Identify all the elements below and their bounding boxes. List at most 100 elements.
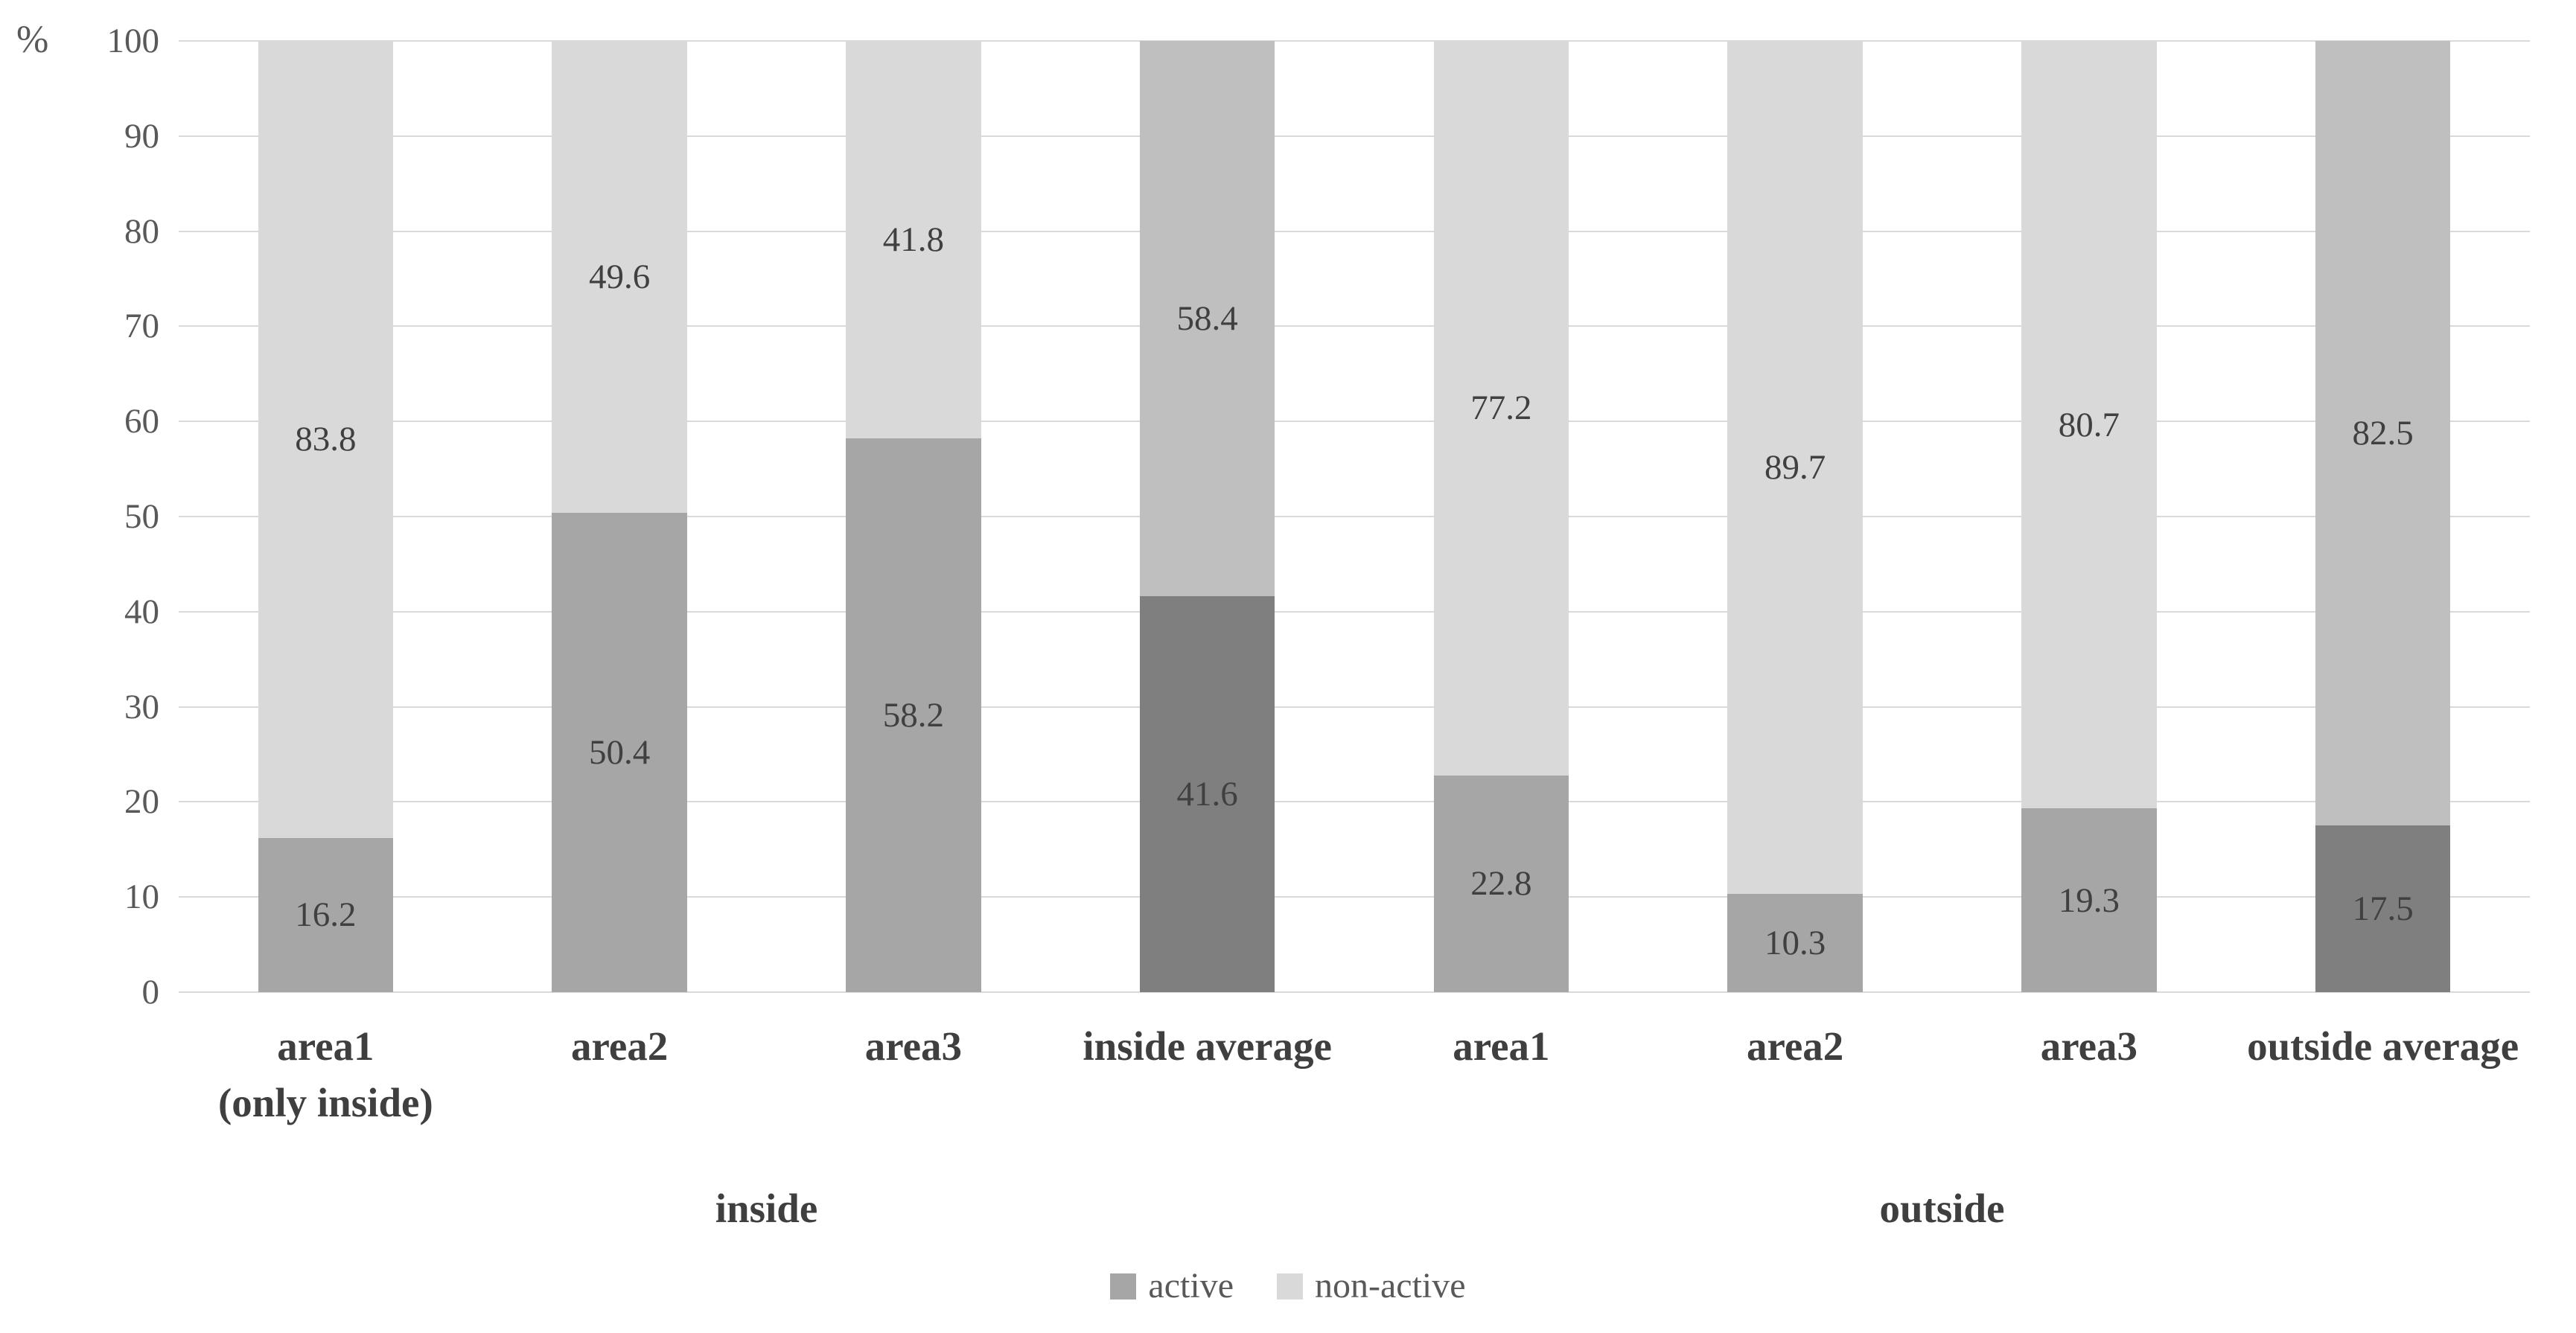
bar-segment-active: 16.2 (258, 837, 394, 992)
legend-swatch-non-active (1277, 1273, 1303, 1300)
y-axis-tick-label: 50 (124, 497, 159, 536)
legend-swatch-active (1110, 1273, 1137, 1300)
bar-slot: 10.3 89.7 (1648, 41, 1942, 992)
y-axis-unit-label: % (16, 19, 49, 61)
bar-slot: 16.2 83.8 (179, 41, 473, 992)
gridline (179, 610, 2530, 613)
segment-value-label: 17.5 (2352, 889, 2414, 929)
category-label-line: inside average (1083, 1023, 1332, 1069)
bar: 50.4 49.6 (552, 41, 687, 992)
legend-label: non-active (1315, 1266, 1466, 1305)
legend: active non-active (0, 1264, 2576, 1308)
category-label: inside average (1060, 1018, 1354, 1131)
bar-segment-non-active: 82.5 (2315, 41, 2451, 826)
segment-value-label: 10.3 (1764, 924, 1826, 963)
bar: 22.8 77.2 (1433, 41, 1569, 992)
group-label: outside (1879, 1186, 2005, 1231)
y-axis-tick-label: 40 (124, 592, 159, 631)
bar-segment-active: 17.5 (2315, 825, 2451, 992)
category-label: area1 (1354, 1018, 1648, 1131)
y-axis-tick-label: 0 (141, 973, 160, 1011)
bar: 10.3 89.7 (1727, 41, 1863, 992)
segment-value-label: 41.6 (1176, 775, 1238, 814)
segment-value-label: 19.3 (2058, 880, 2120, 920)
category-sublabel-line: (only inside) (217, 1080, 433, 1125)
gridline (179, 516, 2530, 517)
bar-slot: 41.6 58.4 (1060, 41, 1354, 992)
bar-segment-non-active: 77.2 (1433, 41, 1569, 776)
gridline (179, 896, 2530, 898)
bar-slot: 17.5 82.5 (2236, 41, 2530, 992)
y-axis-tick-label: 20 (124, 782, 159, 822)
segment-value-label: 41.8 (882, 220, 944, 260)
gridline (179, 230, 2530, 232)
segment-value-label: 16.2 (295, 895, 357, 935)
category-label-line: area2 (570, 1023, 669, 1069)
category-label: area3 (767, 1018, 1061, 1131)
gridline (179, 40, 2530, 42)
category-label-line: area1 (1453, 1023, 1550, 1069)
category-label: area2 (1648, 1018, 1942, 1131)
x-axis-category-labels: area1 (only inside) area2 area3 inside avera… (179, 1018, 2530, 1131)
bar: 19.3 80.7 (2021, 41, 2157, 992)
category-label: area2 (473, 1018, 767, 1131)
segment-value-label: 82.5 (2352, 414, 2414, 453)
bar-slot: 50.4 49.6 (473, 41, 767, 992)
bar: 17.5 82.5 (2315, 41, 2451, 992)
gridline (179, 801, 2530, 803)
bar-segment-active: 10.3 (1727, 894, 1863, 992)
bar: 58.2 41.8 (846, 41, 981, 992)
segment-value-label: 77.2 (1470, 389, 1532, 428)
y-axis-tick-label: 90 (124, 116, 159, 156)
bar-segment-non-active: 49.6 (552, 41, 687, 513)
bar: 16.2 83.8 (258, 41, 394, 992)
segment-value-label: 49.6 (588, 257, 651, 296)
bar-segment-non-active: 58.4 (1139, 41, 1275, 597)
gridline (179, 706, 2530, 708)
plot-area: 16.2 83.8 50.4 49.6 58.2 41.8 41.6 58.4 22.8 77.2… (179, 40, 2530, 993)
bar-segment-non-active: 80.7 (2021, 41, 2157, 809)
segment-value-label: 22.8 (1470, 864, 1532, 904)
legend-label: active (1148, 1266, 1234, 1305)
bar-segment-non-active: 89.7 (1727, 41, 1863, 895)
gridline (179, 135, 2530, 137)
gridline (179, 421, 2530, 423)
segment-value-label: 58.4 (1176, 299, 1238, 339)
gridline (179, 325, 2530, 327)
bar-segment-active: 19.3 (2021, 808, 2157, 992)
legend-item: non-active (1277, 1264, 1466, 1308)
segment-value-label: 58.2 (882, 696, 944, 735)
gridline (179, 991, 2530, 993)
bar-slot: 58.2 41.8 (767, 41, 1061, 992)
category-label-line: area1 (277, 1023, 374, 1069)
y-axis-tick-label: 30 (124, 687, 159, 726)
category-label-line: area2 (1746, 1023, 1844, 1069)
y-axis-tick-label: 10 (124, 878, 159, 917)
bar-series: 16.2 83.8 50.4 49.6 58.2 41.8 41.6 58.4 22.8 77.2… (179, 41, 2530, 992)
group-label: inside (715, 1186, 818, 1231)
bar-segment-active: 22.8 (1433, 775, 1569, 992)
y-axis-tick-label: 60 (124, 402, 159, 441)
category-label: area1 (only inside) (179, 1018, 473, 1131)
bar-segment-active: 41.6 (1139, 596, 1275, 992)
category-label: outside average (2236, 1018, 2530, 1131)
category-label-line: outside average (2247, 1023, 2519, 1069)
category-label-line: area3 (2040, 1023, 2138, 1069)
bar-segment-non-active: 41.8 (846, 41, 981, 439)
category-label-line: area3 (864, 1023, 963, 1069)
y-axis-tick-label: 100 (106, 22, 160, 60)
y-axis-tick-label: 80 (124, 211, 159, 251)
category-label: area3 (1942, 1018, 2237, 1131)
y-axis-tick-labels: 100 90 80 70 60 50 40 30 20 10 0 (0, 22, 160, 1011)
legend-item: active (1110, 1264, 1234, 1308)
x-axis-group-labels: inside outside (179, 1180, 2530, 1237)
bar-slot: 22.8 77.2 (1354, 41, 1648, 992)
segment-value-label: 50.4 (588, 732, 651, 772)
bar-segment-non-active: 83.8 (258, 41, 394, 838)
bar: 41.6 58.4 (1139, 41, 1275, 992)
y-axis-tick-label: 70 (124, 307, 159, 346)
segment-value-label: 80.7 (2058, 405, 2120, 444)
bar-segment-active: 50.4 (552, 512, 687, 992)
bar-slot: 19.3 80.7 (1942, 41, 2237, 992)
